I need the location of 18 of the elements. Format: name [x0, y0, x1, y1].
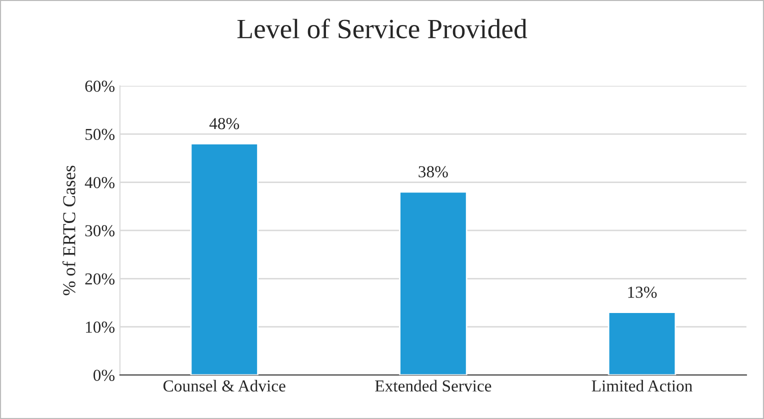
x-tick-label: Extended Service	[375, 380, 492, 392]
x-tick-label: Limited Action	[592, 380, 692, 392]
y-tick-label: 30%	[85, 225, 115, 236]
bar	[190, 143, 258, 376]
data-label: 13%	[628, 286, 657, 298]
bar	[608, 312, 676, 376]
y-axis-title: % of ERTC Cases	[62, 166, 76, 296]
bar	[399, 191, 468, 376]
y-tick-label: 60%	[85, 80, 115, 92]
chart-title: Level of Service Provided	[237, 18, 528, 38]
data-label: 48%	[209, 118, 240, 130]
y-tick-label: 20%	[85, 273, 115, 285]
y-tick-label: 0%	[94, 370, 115, 382]
y-tick-label: 40%	[84, 176, 115, 188]
y-tick-label: 10%	[86, 322, 115, 333]
data-label: 38%	[418, 166, 448, 178]
x-tick-label: Counsel & Advice	[163, 380, 286, 392]
y-tick-label: 50%	[86, 128, 115, 140]
